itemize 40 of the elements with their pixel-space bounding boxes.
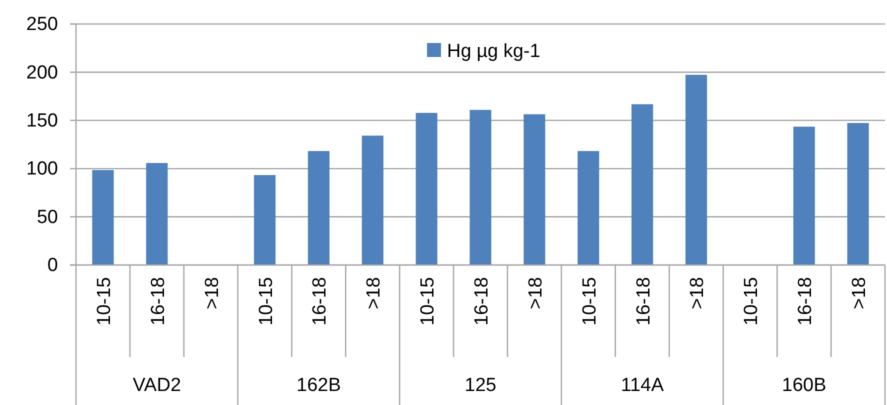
legend-label: Hg µg kg-1 bbox=[447, 41, 540, 62]
y-tick-label: 250 bbox=[26, 14, 58, 36]
x-tick-label: >18 bbox=[525, 277, 546, 310]
x-tick-label: 16-18 bbox=[148, 277, 169, 326]
bar bbox=[362, 136, 384, 265]
y-tick-label: 0 bbox=[47, 255, 58, 276]
bar bbox=[470, 110, 492, 265]
x-tick-label: 10-15 bbox=[256, 277, 277, 326]
x-tick-label: >18 bbox=[202, 277, 223, 310]
x-tick-label: >18 bbox=[364, 277, 385, 310]
bar bbox=[685, 74, 708, 265]
x-tick-label: 16-18 bbox=[472, 277, 492, 326]
x-tick-label: 10-15 bbox=[94, 277, 115, 326]
bar bbox=[416, 112, 438, 265]
x-tick-label: >18 bbox=[687, 277, 708, 310]
bar bbox=[146, 163, 168, 265]
x-tick-label: 16-18 bbox=[310, 277, 331, 326]
y-tick-label: 150 bbox=[26, 110, 58, 132]
y-tick-label: 50 bbox=[36, 206, 58, 228]
y-tick-label: 200 bbox=[26, 62, 58, 84]
text: 162B bbox=[296, 375, 341, 396]
bar bbox=[847, 123, 869, 265]
bar bbox=[632, 104, 654, 265]
bar bbox=[308, 151, 330, 265]
text: 114A bbox=[620, 375, 664, 396]
text: VAD2 bbox=[132, 375, 182, 396]
x-tick-label: 10-15 bbox=[418, 277, 439, 326]
bar bbox=[793, 126, 815, 265]
bar bbox=[524, 114, 546, 265]
bar bbox=[254, 175, 276, 265]
x-tick-label: 10-15 bbox=[579, 277, 600, 326]
x-tick-label: 16-18 bbox=[633, 277, 654, 326]
text: 160B bbox=[782, 375, 826, 396]
y-tick-label: 100 bbox=[26, 158, 58, 180]
x-tick-label: 16-18 bbox=[795, 277, 816, 326]
x-tick-label: 10-15 bbox=[741, 277, 762, 326]
text: 125 bbox=[464, 375, 496, 396]
bar bbox=[92, 170, 114, 265]
bar bbox=[578, 151, 600, 265]
x-tick-label: >18 bbox=[849, 277, 870, 310]
